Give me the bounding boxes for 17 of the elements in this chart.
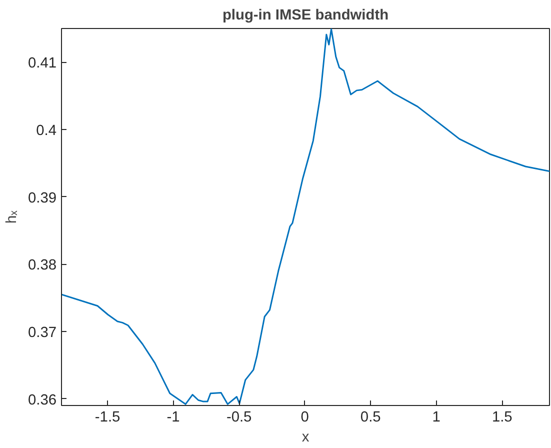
- x-tick-label: 1.5: [492, 410, 512, 426]
- y-tick-label: 0.38: [28, 258, 57, 274]
- x-tick-label: -1: [166, 410, 180, 426]
- chart-title: plug-in IMSE bandwidth: [222, 8, 389, 24]
- y-tick-label: 0.39: [28, 190, 57, 206]
- y-tick-label: 0.4: [36, 122, 56, 139]
- x-tick-label: 0: [300, 410, 309, 426]
- y-tick-label: 0.36: [28, 392, 57, 408]
- y-tick-label: 0.41: [28, 56, 57, 72]
- x-tick-label: 0.5: [360, 410, 381, 426]
- y-tick-label: 0.37: [28, 324, 57, 341]
- x-tick-label: -0.5: [226, 410, 252, 426]
- x-tick-label: -1.5: [94, 410, 120, 426]
- y-axis-title: hₓ: [4, 210, 20, 224]
- line-series: [62, 28, 550, 405]
- x-tick-label: 1: [432, 410, 440, 426]
- x-axis-title: x: [302, 430, 310, 446]
